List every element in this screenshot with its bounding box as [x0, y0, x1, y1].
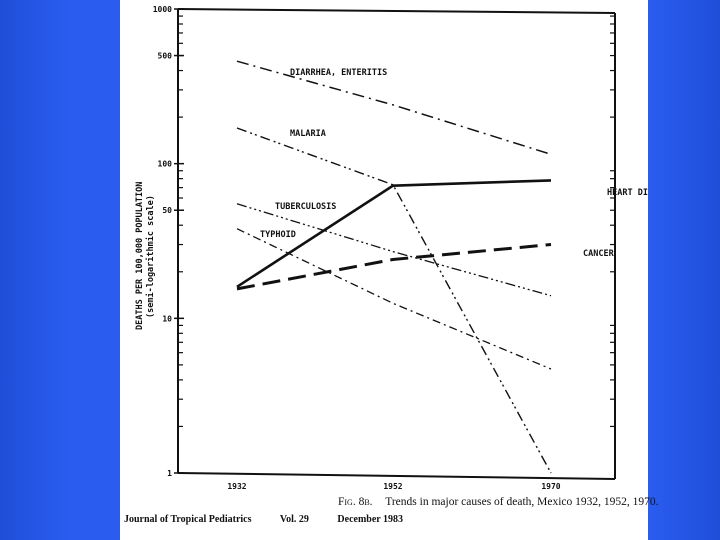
journal-date: December 1983	[337, 514, 404, 525]
journal-volume: Vol. 29	[279, 514, 309, 525]
series-label-heart-disease: HEART DISEASE	[607, 188, 648, 198]
series-label-typhoid: TYPHOID	[260, 230, 296, 240]
citation-footer: Journal of Tropical Pediatrics Vol. 29 D…	[124, 514, 429, 525]
series-label-malaria: MALARIA	[290, 129, 326, 139]
series-line-tuberculosis	[236, 203, 552, 297]
y-axis-label: DEATHS PER 100,000 POPULATION	[135, 182, 145, 330]
series-line-typhoid	[236, 228, 552, 370]
journal-name: Journal of Tropical Pediatrics	[124, 514, 252, 525]
axes: 1000 500 100 50 10 1 1932 1952 1970	[153, 5, 616, 491]
series-line-cancer	[236, 243, 552, 291]
series-line-diarrhea-enteritis	[236, 60, 552, 156]
x-tick-label: 1932	[227, 482, 246, 491]
y-tick-label: 500	[158, 52, 173, 61]
y-tick-label: 100	[158, 160, 173, 169]
caption-text: Trends in major causes of death, Mexico …	[385, 496, 659, 508]
y-axis-sublabel: (semi-logarithmic scale)	[145, 195, 156, 318]
series-line-malaria	[236, 127, 552, 474]
chart: 1000 500 100 50 10 1 1932 1952 1970 DIARRHEA, EN…	[135, 5, 648, 491]
slide: 1000 500 100 50 10 1 1932 1952 1970 DIARRHEA, EN…	[120, 0, 659, 540]
x-tick-label: 1970	[541, 482, 560, 491]
caption-fig-number: Fig. 8b.	[338, 496, 373, 508]
y-tick-label: 1000	[153, 5, 172, 14]
x-axis-line	[177, 472, 616, 480]
y-tick-label: 10	[162, 314, 172, 323]
series-label-tuberculosis: TUBERCULOSIS	[275, 202, 336, 212]
top-axis-line	[177, 8, 616, 14]
series-labels: DIARRHEA, ENTERITIS MALARIA HEART DISEASE T…	[260, 68, 648, 259]
series-label-cancer: CANCER	[583, 249, 615, 259]
x-tick-label: 1952	[383, 482, 402, 491]
series-label-diarrhea-enteritis: DIARRHEA, ENTERITIS	[290, 68, 387, 78]
y-tick-label: 50	[162, 206, 172, 215]
series-lines	[236, 60, 552, 474]
y-tick-label: 1	[167, 469, 172, 478]
figure-caption: Fig. 8b. Trends in major causes of death…	[338, 496, 659, 508]
